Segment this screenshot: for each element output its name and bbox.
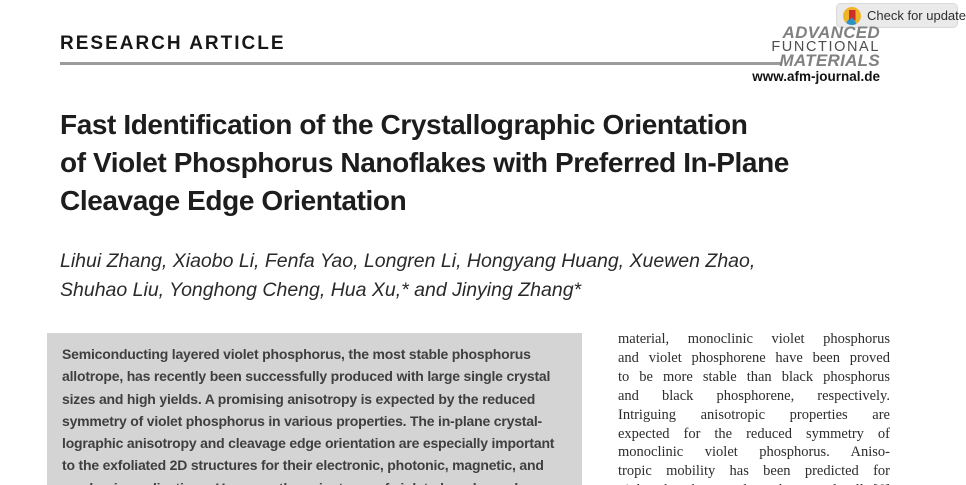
body-text-line: tropic mobility has been predicted for: [618, 463, 890, 480]
crossmark-icon: [843, 6, 861, 25]
title-line-2: of Violet Phosphorus Nanoflakes with Pre…: [60, 147, 789, 178]
body-text-line: material, monoclinic violet phosphorus: [618, 331, 890, 347]
afm-logo: ADVANCED FUNCTIONAL MATERIALS: [690, 23, 880, 70]
abstract-line: Semiconducting layered violet phosphorus…: [62, 346, 531, 362]
bookmark-ribbon-icon: [848, 10, 856, 21]
body-text-line-clipped: violet phosphorene along the crystal cel…: [618, 481, 890, 485]
body-text-line: and violet phosphorene have been proved: [618, 349, 890, 366]
body-text-line: Intriguing anisotropic properties are: [618, 406, 890, 423]
title-line-1: Fast Identification of the Crystallograp…: [60, 109, 748, 140]
authors-line-1: Lihui Zhang, Xiaobo Li, Fenfa Yao, Longr…: [60, 250, 756, 272]
abstract-line: sizes and high yields. A promising aniso…: [62, 390, 536, 407]
body-text-line: and black phosphorene, respectively.: [618, 387, 890, 404]
abstract-line: symmetry of violet phosphorus in various…: [62, 412, 542, 429]
authors-line-2: Shuhao Liu, Yonghong Cheng, Hua Xu,* and…: [60, 279, 582, 301]
article-title: Fast Identification of the Crystallograp…: [60, 106, 910, 220]
logo-line-functional: FUNCTIONAL: [771, 39, 880, 55]
authors-list: Lihui Zhang, Xiaobo Li, Fenfa Yao, Longr…: [60, 247, 910, 305]
body-text-line: to be more stable than black phosphorus: [618, 368, 890, 385]
body-text-line: expected for the reduced symmetry of: [618, 425, 890, 442]
logo-line-advanced: ADVANCED: [782, 23, 880, 42]
title-line-3: Cleavage Edge Orientation: [60, 185, 407, 216]
body-text-line: monoclinic violet phosphorus. Aniso-: [618, 444, 890, 461]
abstract-line-clipped: mechanic applications. However, the anis…: [62, 477, 570, 485]
badge-label: Check for updates: [867, 8, 966, 23]
logo-line-materials: MATERIALS: [779, 51, 880, 70]
abstract-panel: Semiconducting layered violet phosphorus…: [47, 333, 582, 485]
abstract-line: allotrope, has recently been successfull…: [62, 368, 551, 385]
abstract-line: to the exfoliated 2D structures for thei…: [62, 457, 544, 474]
header-divider-rule: [60, 62, 782, 65]
abstract-line: lographic anisotropy and cleavage edge o…: [62, 435, 555, 452]
body-text-column: material, monoclinic violet phosphorus a…: [618, 330, 890, 485]
journal-url-link[interactable]: www.afm-journal.de: [752, 69, 880, 84]
check-for-updates-badge[interactable]: Check for updates: [836, 3, 966, 28]
research-article-label: RESEARCH ARTICLE: [60, 33, 286, 54]
